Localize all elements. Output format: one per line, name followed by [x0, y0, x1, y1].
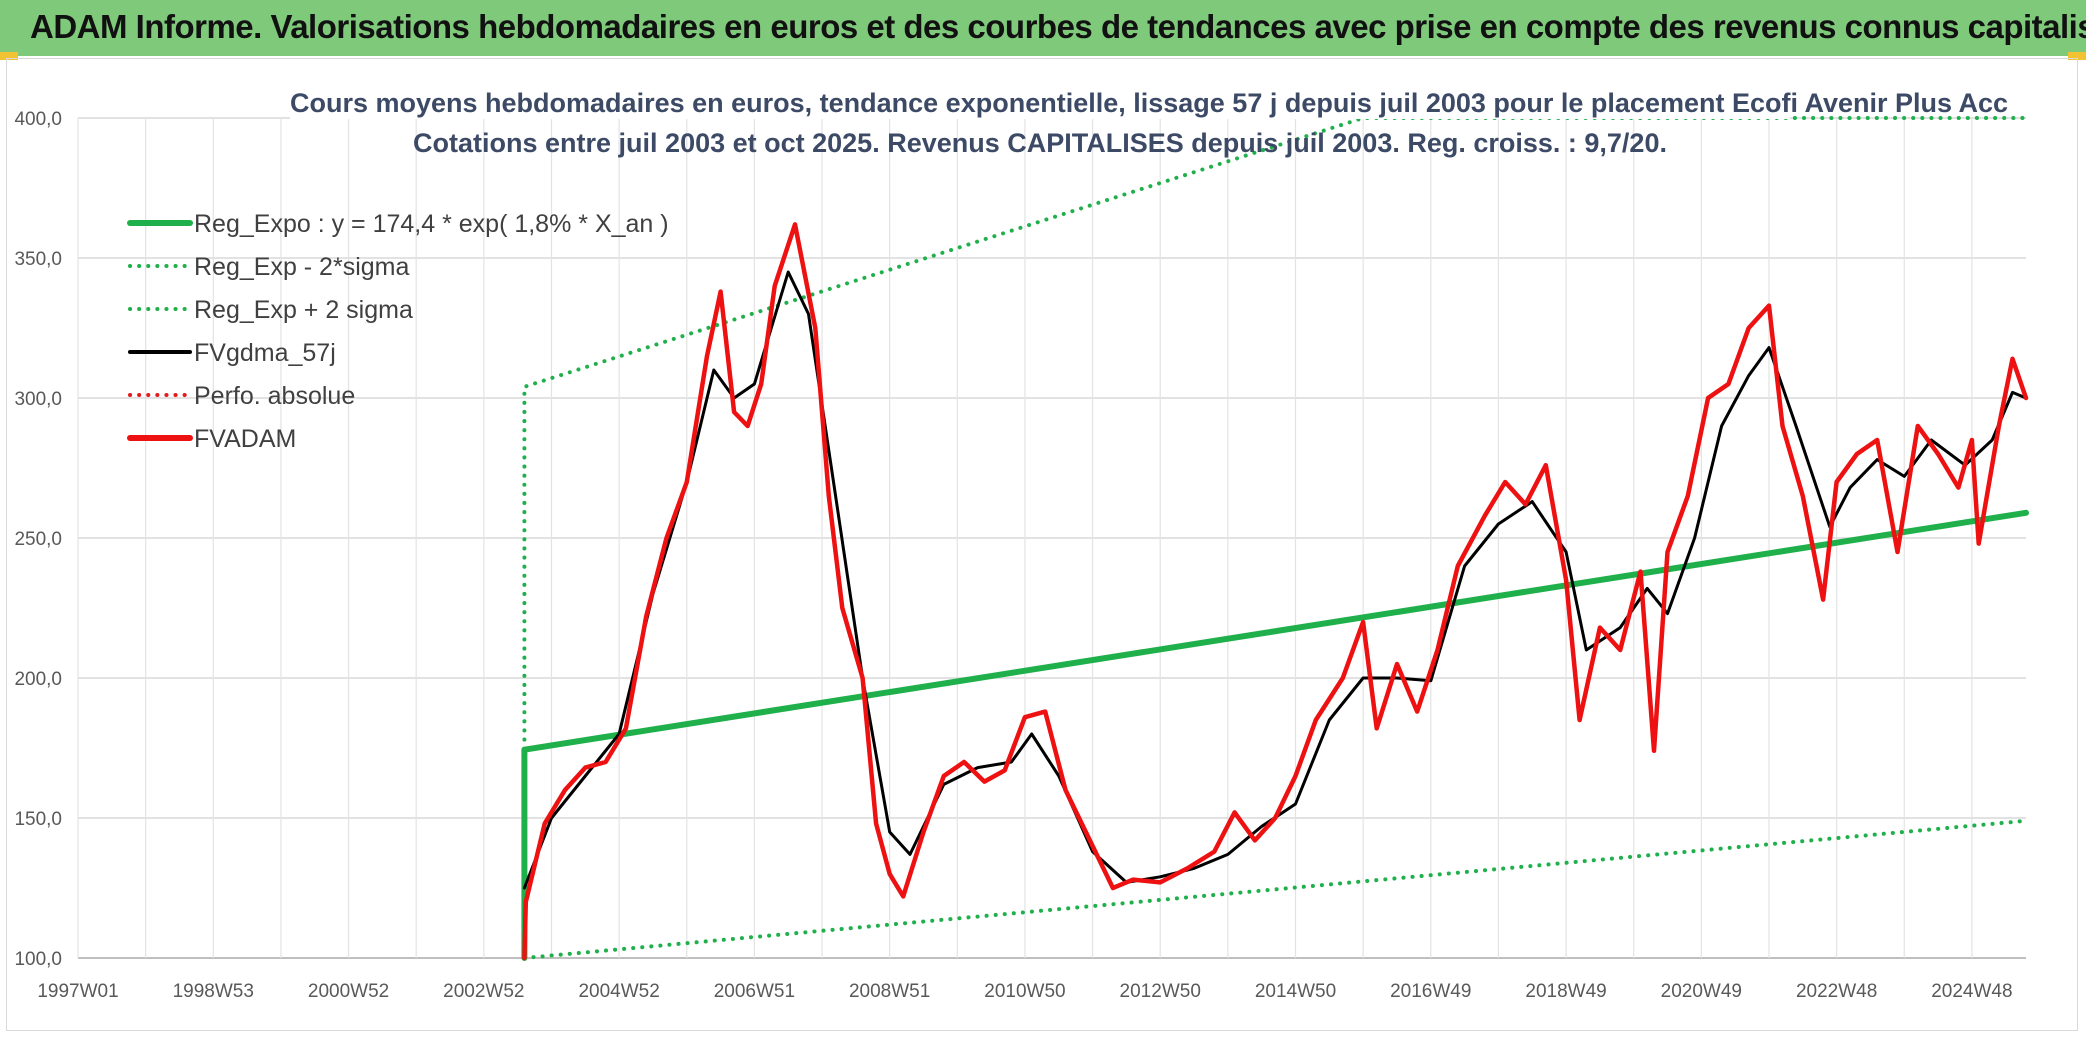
y-tick-label: 350,0	[14, 249, 62, 270]
legend-label: Perfo. absolue	[194, 382, 355, 410]
x-gridlines	[77, 118, 1973, 958]
report-banner: ADAM Informe. Valorisations hebdomadaire…	[0, 0, 2086, 56]
legend-label: FVgdma_57j	[194, 339, 336, 367]
x-tick-label: 2020W49	[1661, 981, 1742, 1002]
x-tick-label: 2010W50	[984, 981, 1065, 1002]
legend-label: Reg_Exp + 2 sigma	[194, 296, 413, 324]
series-line-3	[522, 270, 2028, 890]
y-tick-label: 250,0	[14, 529, 62, 550]
x-tick-label: 2008W51	[849, 981, 930, 1002]
legend-label: Reg_Expo : y = 174,4 * exp( 1,8% * X_an …	[194, 210, 669, 238]
y-tick-label: 400,0	[14, 109, 62, 130]
y-tick-label: 150,0	[14, 809, 62, 830]
series-line-2	[522, 116, 2028, 960]
y-tick-label: 200,0	[14, 669, 62, 690]
legend: Reg_Expo : y = 174,4 * exp( 1,8% * X_an …	[127, 210, 669, 453]
chart-title: Cours moyens hebdomadaires en euros, ten…	[290, 88, 2009, 119]
x-tick-labels: 1997W01 1998W53 2000W52 2002W52 2004W52 2006W…	[37, 981, 2012, 1002]
x-tick-label: 2000W52	[308, 981, 389, 1002]
legend-label: FVADAM	[194, 425, 296, 453]
corner-mark	[2068, 52, 2086, 60]
series-line-0	[521, 509, 2029, 961]
x-tick-label: 2022W48	[1796, 981, 1877, 1002]
x-tick-label: 2006W51	[714, 981, 795, 1002]
chart-subtitle: Cotations entre juil 2003 et oct 2025. R…	[413, 128, 1667, 158]
y-tick-label: 300,0	[14, 389, 62, 410]
series-layer	[521, 116, 2029, 961]
gridlines	[78, 117, 2026, 959]
chart-frame	[6, 58, 2078, 1031]
y-tick-labels: 100,0 150,0 200,0 250,0 300,0 350,0 400,0	[14, 109, 62, 970]
x-tick-label: 2016W49	[1390, 981, 1471, 1002]
x-tick-label: 1997W01	[37, 981, 118, 1002]
x-tick-label: 2002W52	[443, 981, 524, 1002]
report-title: ADAM Informe. Valorisations hebdomadaire…	[30, 8, 2086, 45]
x-tick-label: 2024W48	[1931, 981, 2012, 1002]
series-line-1	[522, 818, 2028, 960]
series-line-5	[522, 222, 2029, 961]
corner-mark	[0, 52, 18, 60]
y-tick-label: 100,0	[14, 949, 62, 970]
x-tick-label: 2018W49	[1525, 981, 1606, 1002]
x-tick-label: 2012W50	[1120, 981, 1201, 1002]
x-tick-label: 1998W53	[173, 981, 254, 1002]
legend-label: Reg_Exp - 2*sigma	[194, 253, 409, 281]
x-tick-label: 2014W50	[1255, 981, 1336, 1002]
x-tick-label: 2004W52	[578, 981, 659, 1002]
